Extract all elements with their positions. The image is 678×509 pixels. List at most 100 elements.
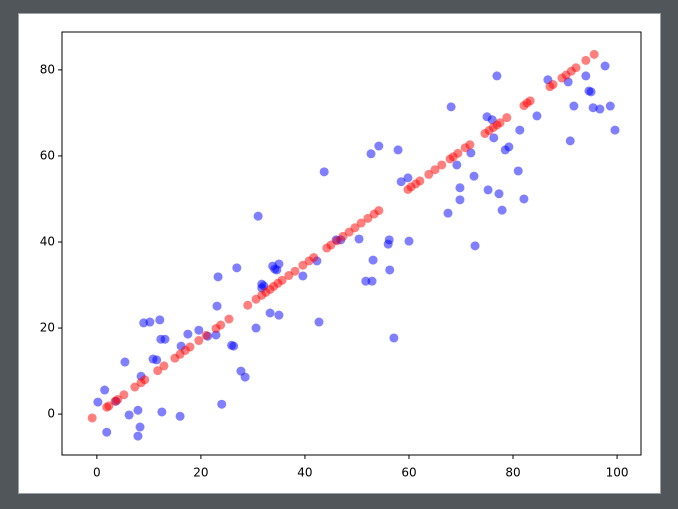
scatter-point [277,275,287,285]
scatter-point [595,104,605,114]
scatter-point [140,375,150,385]
scatter-point [185,342,195,352]
scatter-point [437,160,447,170]
scatter-point [274,310,284,320]
scatter-point [201,330,211,340]
scatter-point [319,167,329,177]
x-tick-label: 60 [401,466,416,480]
scatter-point [217,399,227,409]
scatter-point [610,125,620,135]
scatter-point [113,394,123,404]
scatter-point [403,173,413,183]
scatter-point [314,317,324,327]
scatter-point [600,61,610,71]
scatter-point [504,142,514,152]
scatter-point [495,118,505,128]
scatter-point [396,177,406,187]
y-tick-label: 40 [40,234,55,248]
scatter-point [100,385,110,395]
scatter-point [354,234,364,244]
scatter-point [455,195,465,205]
scatter-point [581,71,591,81]
scatter-point [494,189,504,199]
scatter-point [194,336,204,346]
scatter-point [224,314,234,324]
scatter-point [120,357,130,367]
scatter-point [430,165,440,175]
y-tick-label: 80 [40,62,55,76]
scatter-point [356,218,366,228]
scatter-point [384,235,394,245]
scatter-point [581,55,591,65]
scatter-point [492,71,502,81]
scatter-point [489,133,499,143]
scatter-point [374,141,384,151]
x-tick-label: 20 [193,466,208,480]
scatter-point [265,308,275,318]
scatter-point [385,265,395,275]
scatter-point [133,405,143,415]
scatter-point [157,407,167,417]
y-tick-label: 0 [47,407,55,421]
scatter-point [453,148,463,158]
scatter-point [589,49,599,59]
scatter-point [309,252,319,262]
scatter-point [155,315,165,325]
scatter-point [93,397,103,407]
scatter-point [548,79,558,89]
scatter-point [153,366,163,376]
scatter-point [212,301,222,311]
scatter-point [415,176,425,186]
scatter-point [483,185,493,195]
scatter-point [243,300,253,310]
scatter-point [571,63,581,73]
scatter-point [133,431,143,441]
scatter-point [532,111,542,121]
scatter-point [135,422,145,432]
scatter-point [216,320,226,330]
scatter-point [124,410,134,420]
scatter-point [160,334,170,344]
scatter-point [366,149,376,159]
scatter-point [274,259,284,269]
scatter-point [298,271,308,281]
scatter-point [175,411,185,421]
scatter-point [466,148,476,158]
x-tick-label: 80 [505,466,520,480]
scatter-point [183,329,193,339]
y-tick-label: 60 [40,148,55,162]
scatter-point [446,102,456,112]
scatter-point [374,206,384,216]
scatter-point [104,401,114,411]
x-tick-label: 100 [606,466,629,480]
scatter-point [470,241,480,251]
scatter-point [152,355,162,365]
scatter-point [119,390,129,400]
scatter-point [232,263,242,273]
scatter-point [588,103,598,113]
x-tick-label: 40 [297,466,312,480]
scatter-point [605,101,615,111]
x-tick-label: 0 [93,466,101,480]
scatter-point [515,125,525,135]
scatter-point [443,208,453,218]
scatter-point [213,272,223,282]
scatter-point [404,236,414,246]
scatter-point [367,276,377,286]
scatter-point [525,96,535,106]
scatter-point [519,194,529,204]
y-tick-label: 20 [40,321,55,335]
scatter-point [361,276,371,286]
scatter-point [565,136,575,146]
scatter-point [497,205,507,215]
scatter-point [569,101,579,111]
plot-border [61,31,642,456]
scatter-point [465,140,475,150]
scatter-point [229,341,239,351]
scatter-point [452,160,462,170]
scatter-point [424,169,434,179]
scatter-point [368,255,378,265]
scatter-point [586,87,596,97]
